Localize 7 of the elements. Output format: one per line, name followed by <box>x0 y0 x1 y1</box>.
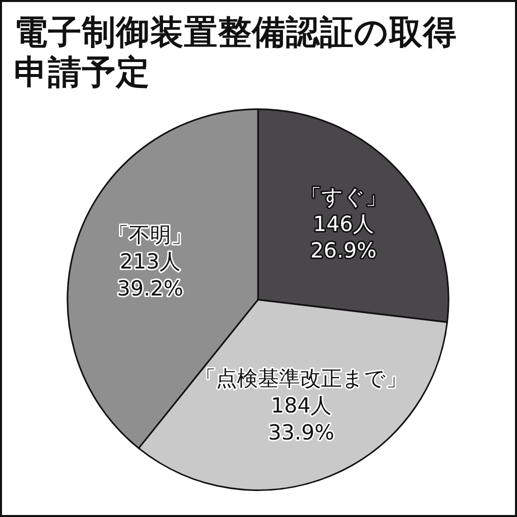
slice-label: 「点検基準改正まで」 <box>195 366 408 391</box>
chart-title: 電子制御装置整備認証の取得申請予定 <box>14 12 457 92</box>
data-label: 213人 39.2% <box>117 250 184 301</box>
slice-label: 「不明」 <box>108 222 192 247</box>
data-label: 146人 26.9% <box>310 212 377 263</box>
slice-label: 「すぐ」 <box>300 184 386 209</box>
data-label: 184人 33.9% <box>268 394 334 444</box>
